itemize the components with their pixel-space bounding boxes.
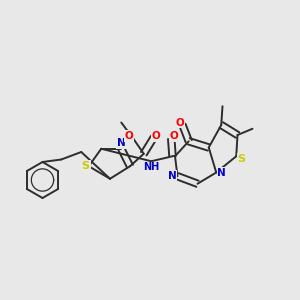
Text: N: N <box>168 171 176 181</box>
Text: S: S <box>82 161 90 171</box>
Text: N: N <box>117 138 126 148</box>
Text: O: O <box>176 118 184 128</box>
Text: O: O <box>152 131 161 141</box>
Text: N: N <box>218 167 226 178</box>
Text: S: S <box>238 154 246 164</box>
Text: O: O <box>170 131 178 141</box>
Text: NH: NH <box>143 163 159 172</box>
Text: O: O <box>124 131 133 141</box>
